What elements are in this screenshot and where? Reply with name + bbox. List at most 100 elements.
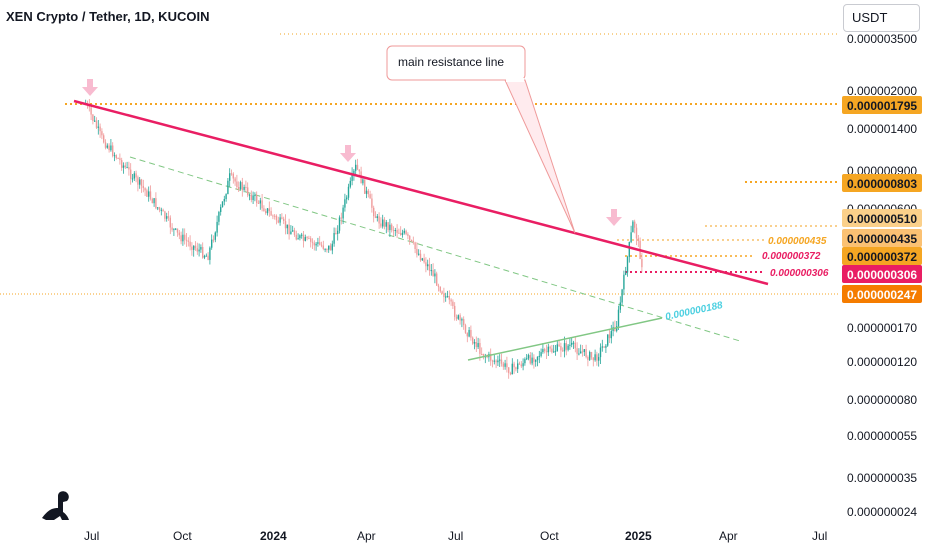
candle-body: [202, 247, 204, 258]
candle-body: [256, 195, 258, 203]
candle-body: [585, 349, 587, 357]
candle-body: [245, 187, 247, 188]
candle-body: [290, 231, 292, 235]
x-tick-jul-2024: Jul: [448, 529, 463, 543]
price-tag-510: 0.000000510: [842, 209, 922, 227]
x-tick-jul-2025: Jul: [812, 529, 827, 543]
candle-body: [376, 216, 378, 218]
candle-body: [626, 256, 629, 273]
candle-body: [396, 230, 398, 233]
candle-body: [115, 155, 117, 158]
price-tags: 0.000001795 0.000000803 0.000000510 0.00…: [842, 96, 922, 303]
candle-body: [565, 343, 567, 350]
x-axis[interactable]: Jul Oct 2024 Apr Jul Oct 2025 Apr Jul: [84, 529, 827, 543]
y-tick-24: 0.000000024: [847, 505, 917, 519]
candle-body: [130, 169, 132, 179]
candle-body: [574, 342, 576, 349]
candle-body: [176, 228, 179, 233]
candle-body: [167, 216, 170, 218]
candle-body: [99, 126, 101, 132]
candle-body: [427, 264, 429, 267]
candle-body: [229, 173, 231, 181]
candle-body: [133, 173, 135, 179]
candle-body: [403, 230, 405, 233]
candle-body: [103, 135, 105, 143]
candle-body: [560, 346, 562, 351]
candle-body: [162, 209, 164, 212]
candle-body: [443, 293, 445, 298]
candle-body: [527, 355, 530, 359]
candle-body: [225, 194, 227, 199]
candle-body: [518, 363, 521, 365]
currency-select[interactable]: USDT: [843, 4, 920, 32]
candle-body: [257, 203, 260, 204]
candle-body: [493, 360, 495, 362]
candle-body: [400, 233, 402, 235]
candle-body: [95, 120, 98, 128]
candle-body: [286, 224, 288, 229]
callout-box[interactable]: main resistance line: [386, 45, 576, 234]
candle-body: [198, 249, 200, 252]
candle-body: [520, 364, 522, 367]
candle-body: [112, 145, 114, 156]
candle-body: [369, 194, 371, 199]
candle-body: [178, 232, 180, 236]
candle-body: [106, 145, 108, 148]
level-label-435: 0.000000435: [768, 236, 827, 247]
candle-body: [567, 345, 569, 350]
price-tag-306: 0.000000306: [842, 265, 922, 283]
candle-body: [634, 221, 636, 228]
candle-body: [423, 258, 425, 263]
support-line[interactable]: [467, 317, 663, 361]
main-resistance-line[interactable]: [73, 99, 769, 286]
arrow-marker-2: [340, 145, 356, 162]
candle-body: [362, 179, 364, 184]
y-tick-120: 0.000000120: [847, 355, 917, 369]
candle-body: [419, 253, 422, 261]
candle-body: [157, 207, 159, 209]
candle-body: [562, 350, 564, 352]
candle-body: [355, 164, 357, 171]
candle-body: [135, 173, 137, 178]
level-label-306: 0.000000306: [770, 268, 829, 279]
candle-body: [441, 291, 443, 294]
candle-body: [592, 357, 594, 361]
candle-body: [637, 238, 639, 241]
candle-body: [513, 363, 515, 368]
candle-body: [320, 244, 323, 246]
candle-body: [351, 174, 353, 181]
candle-body: [583, 349, 585, 352]
candle-body: [131, 178, 134, 180]
candle-body: [108, 145, 110, 151]
candle-body: [517, 363, 519, 370]
candle-body: [556, 344, 558, 351]
candle-body: [139, 179, 141, 185]
candle-body: [535, 360, 537, 362]
candle-body: [175, 228, 177, 230]
candle-body: [599, 347, 602, 358]
candle-body: [628, 242, 630, 257]
candle-body: [337, 230, 339, 234]
candle-body: [448, 296, 450, 300]
candle-body: [299, 235, 301, 239]
candle-body: [623, 274, 625, 290]
candle-body: [92, 114, 94, 121]
candle-body: [288, 224, 290, 235]
candle-body: [536, 356, 539, 361]
candle-body: [499, 359, 501, 361]
candle-body: [243, 187, 245, 190]
candle-body: [349, 180, 351, 187]
candle-body: [378, 216, 380, 224]
candle-body: [434, 273, 436, 277]
level-lines: [0, 33, 838, 295]
candle-body: [250, 194, 252, 200]
candle-body: [439, 286, 441, 292]
y-axis[interactable]: 0.000003500 0.000002000 0.000001400 0.00…: [847, 32, 917, 519]
candle-body: [491, 360, 494, 362]
chart-title: XEN Crypto / Tether, 1D, KUCOIN: [6, 9, 210, 24]
candle-body: [468, 330, 470, 337]
candle-body: [140, 179, 143, 186]
candle-body: [526, 358, 528, 360]
candle-body: [589, 352, 591, 360]
